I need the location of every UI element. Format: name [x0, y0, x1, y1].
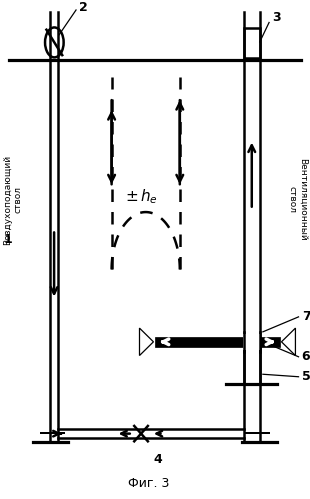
Text: 7: 7	[302, 310, 310, 323]
Polygon shape	[140, 328, 153, 356]
Bar	[243, 334, 260, 350]
Bar	[260, 337, 280, 347]
Polygon shape	[281, 328, 295, 356]
Text: Фиг. 3: Фиг. 3	[128, 477, 170, 490]
Bar	[155, 337, 244, 347]
Text: $\pm\,h_e$: $\pm\,h_e$	[125, 188, 157, 207]
Text: 3: 3	[272, 11, 281, 24]
Text: 6: 6	[302, 350, 310, 363]
Text: Вентиляционный
ствол: Вентиляционный ствол	[288, 158, 307, 241]
Text: 1: 1	[3, 233, 12, 246]
Text: 5: 5	[302, 370, 310, 383]
Bar	[244, 28, 260, 58]
Text: 4: 4	[153, 453, 162, 466]
Text: 2: 2	[79, 1, 88, 14]
Text: Воздухоподающий
ствол: Воздухоподающий ствол	[3, 155, 22, 245]
